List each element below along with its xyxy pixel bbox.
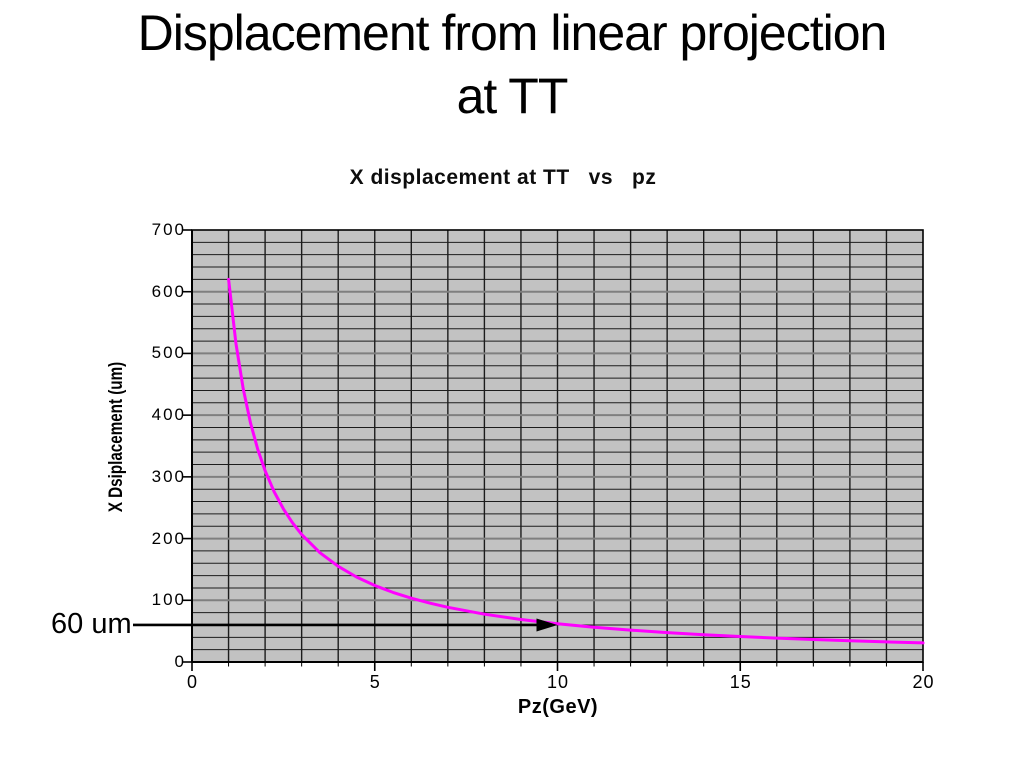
slide-title-line2: at TT — [456, 68, 569, 124]
slide-title: Displacement from linear projection at TT — [0, 2, 1024, 128]
grid — [192, 230, 923, 662]
x-axis-title: Pz(GeV) — [517, 696, 599, 718]
annotation-label: 60 um — [51, 607, 132, 640]
annotation-arrow — [133, 618, 558, 632]
displacement-curve — [227, 277, 925, 645]
slide-title-line1: Displacement from linear projection — [137, 5, 888, 61]
axis-ticks — [182, 229, 924, 671]
chart-title: X displacement at TT vs pz — [349, 166, 657, 189]
